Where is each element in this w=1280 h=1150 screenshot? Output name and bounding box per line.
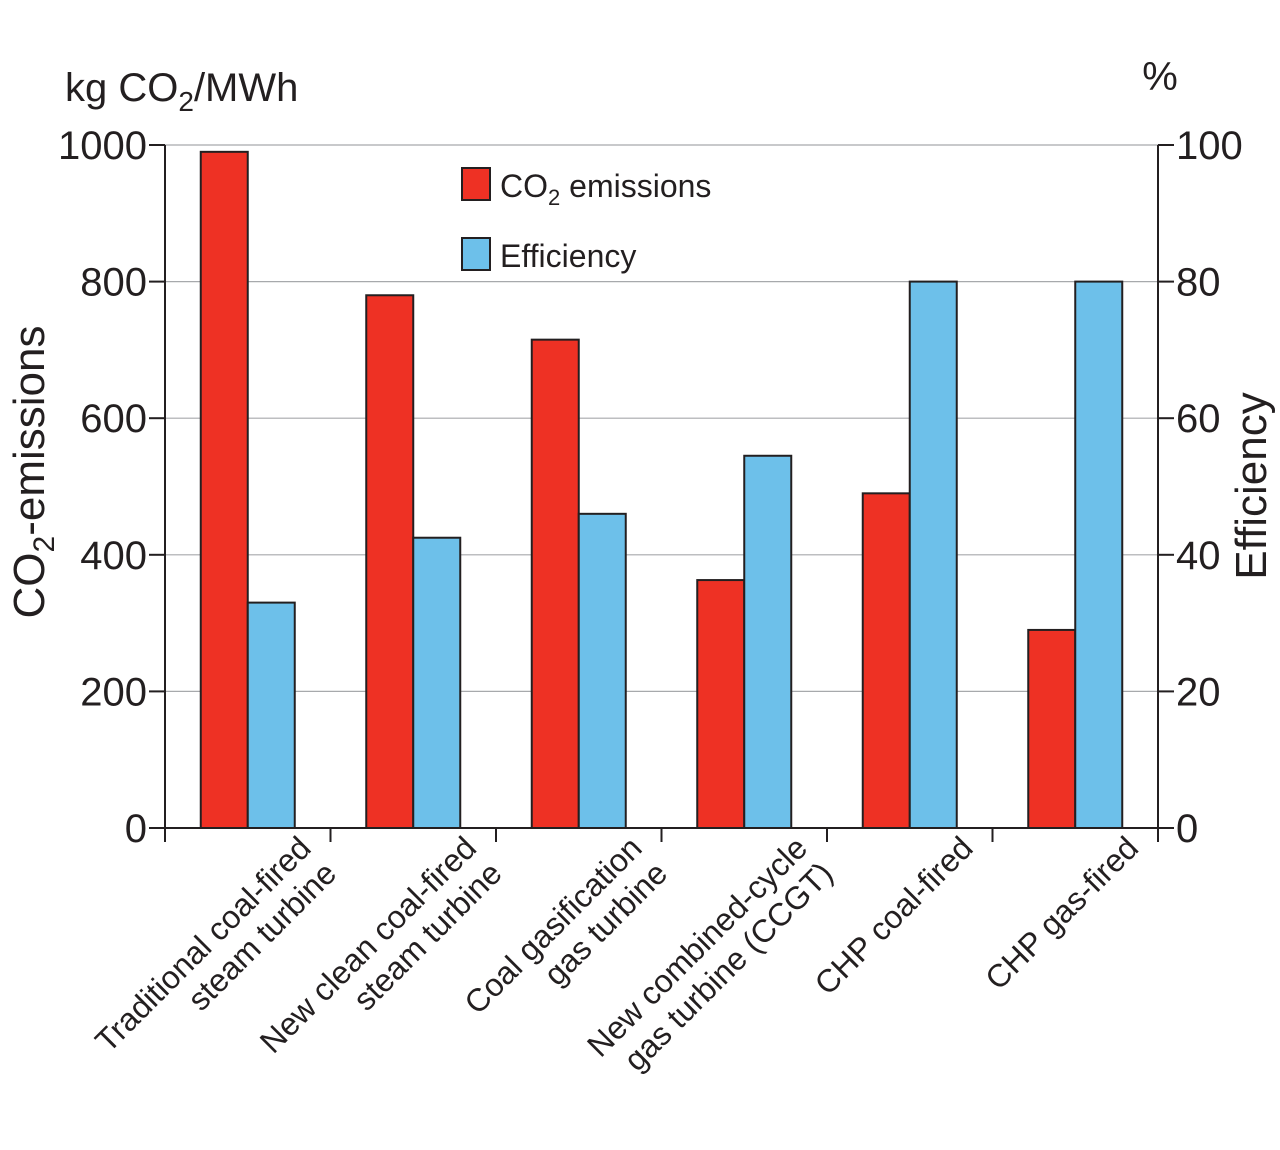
left-tick-label-4: 800 — [80, 261, 147, 305]
category-label-line: CHP gas-fired — [978, 829, 1145, 996]
bar-co2-1 — [365, 294, 415, 829]
bar-co2-2 — [530, 338, 580, 829]
right-axis-unit: % — [1142, 55, 1178, 99]
legend-swatch-efficiency — [461, 237, 491, 271]
bar-efficiency-2 — [577, 512, 627, 829]
category-label-4: CHP coal-fired — [808, 829, 980, 1001]
bar-efficiency-3 — [743, 454, 793, 829]
left-tick-label-3: 600 — [80, 397, 147, 441]
axes — [149, 144, 1174, 842]
bar-co2-3 — [696, 579, 746, 829]
right-tick-label-4: 80 — [1176, 261, 1221, 305]
right-tick-label-5: 100 — [1176, 124, 1243, 168]
right-axis-title: Efficiency — [1227, 392, 1276, 580]
category-label-line: CHP coal-fired — [808, 829, 980, 1001]
gridlines — [165, 144, 1158, 693]
bar-co2-0 — [199, 150, 249, 829]
legend-label-co2: CO2 emissions — [500, 168, 711, 210]
bars — [199, 150, 1124, 830]
right-tick-label-0: 0 — [1176, 807, 1198, 851]
left-tick-label-2: 400 — [80, 534, 147, 578]
category-label-5: CHP gas-fired — [978, 829, 1145, 996]
right-tick-label-3: 60 — [1176, 397, 1221, 441]
bar-efficiency-1 — [412, 536, 462, 829]
right-tick-label-1: 20 — [1176, 670, 1221, 714]
category-label-0: Traditional coal-firedsteam turbine — [88, 829, 343, 1084]
right-tick-label-2: 40 — [1176, 534, 1221, 578]
legend: CO2 emissions Efficiency — [461, 167, 711, 274]
left-axis-unit: kg CO2/MWh — [65, 66, 298, 117]
left-tick-label-5: 1000 — [58, 124, 147, 168]
left-axis-title: CO2-emissions — [5, 326, 61, 619]
legend-label-efficiency: Efficiency — [500, 238, 636, 274]
legend-swatch-co2 — [461, 167, 491, 201]
tick-labels: 0 200 400 600 800 1000 0 20 40 60 80 100 — [58, 124, 1243, 851]
left-tick-label-0: 0 — [125, 807, 147, 851]
left-tick-label-1: 200 — [80, 670, 147, 714]
bar-co2-4 — [861, 492, 911, 829]
bar-efficiency-4 — [908, 280, 958, 830]
bar-efficiency-5 — [1074, 280, 1124, 830]
bar-efficiency-0 — [246, 601, 296, 829]
bar-co2-5 — [1027, 628, 1077, 829]
